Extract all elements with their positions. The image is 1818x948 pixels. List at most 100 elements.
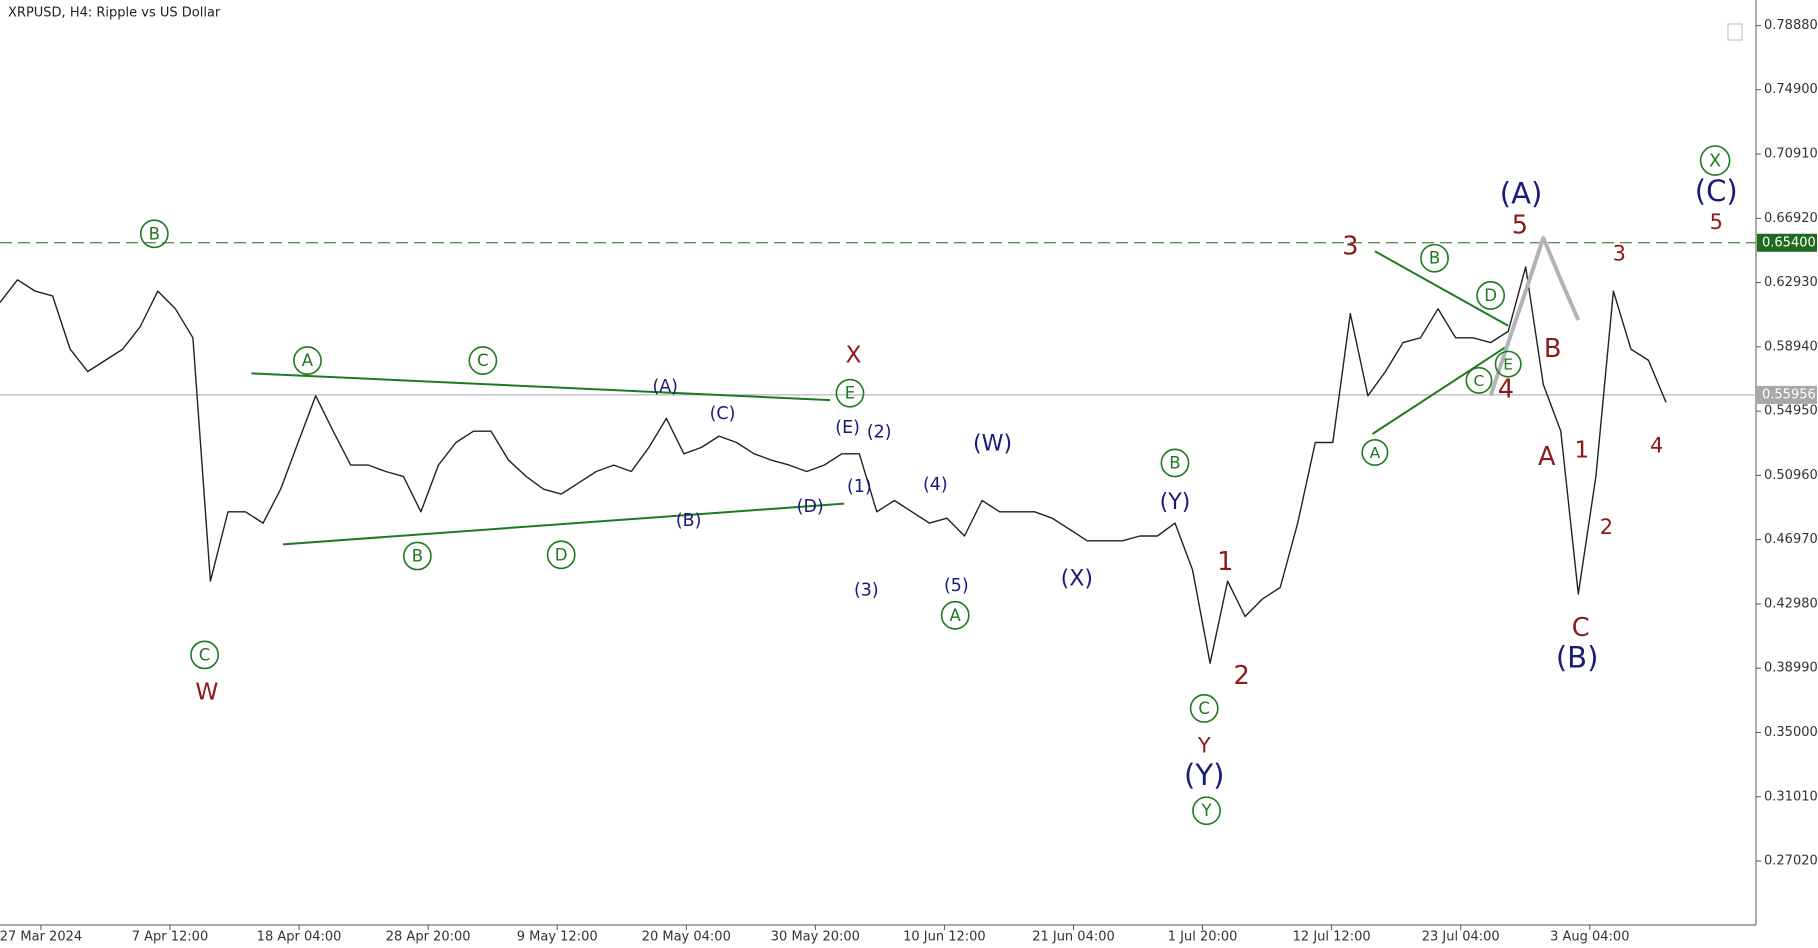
x-tick-label: 30 May 20:00 [771,930,860,945]
wave-label: A [950,606,962,625]
wave-label: (B) [1556,640,1599,674]
wave-label-circle [1494,350,1522,378]
wave-label: E [845,384,855,403]
wave-label: (C) [710,404,736,424]
wave-label: B [1544,334,1562,364]
wave-label: B [412,547,423,566]
wave-label: (W) [973,431,1012,457]
y-tick-label: 0.70910 [1764,147,1818,162]
wave-label-circle [1465,366,1493,394]
wave-label: (E) [835,418,860,438]
trend-line [1372,344,1509,435]
wave-label: X [1709,152,1721,172]
y-tick-label: 0.27020 [1764,854,1818,869]
x-tick-label: 18 Apr 04:00 [257,930,342,945]
wave-label: C [1198,699,1210,718]
x-tick-label: 1 Jul 20:00 [1168,930,1238,945]
wave-label-circle [1189,693,1219,723]
wave-label: C [477,351,489,370]
y-tick-label: 0.78880 [1764,18,1818,33]
price-level-label: 0.55956 [1762,387,1816,402]
chart-title: XRPUSD, H4: Ripple vs US Dollar [8,6,221,21]
wave-label: (3) [854,581,879,601]
x-tick-label: 12 Jul 12:00 [1293,930,1371,945]
wave-label-circle [139,219,169,249]
trend-line [251,372,831,402]
y-tick-label: 0.46970 [1764,532,1818,547]
wave-label: (Y) [1160,489,1191,515]
wave-label: (D) [797,497,824,517]
x-tick-label: 20 May 04:00 [642,930,731,945]
wave-label: (1) [847,477,872,497]
wave-label: B [1169,453,1180,472]
x-tick-label: 9 May 12:00 [517,930,598,945]
wave-label: 1 [1574,437,1589,464]
y-tick-label: 0.62930 [1764,275,1818,290]
wave-label-circle [1699,145,1731,176]
wave-label-circle [546,540,576,570]
wave-label: 4 [1650,434,1663,458]
wave-label-circle [293,346,322,375]
wave-label: 5 [1512,211,1528,241]
wave-label: (5) [944,576,969,596]
wave-label-circle [1361,438,1389,466]
wave-label: X [845,341,861,368]
wave-label-circle [190,640,220,670]
wave-label-circle [1420,243,1449,273]
y-tick-label: 0.66920 [1764,211,1818,226]
trend-line [282,502,845,546]
wave-label: C [199,645,211,664]
x-tick-label: 23 Jul 04:00 [1422,930,1500,945]
trend-line [1374,250,1509,327]
y-tick-label: 0.54950 [1764,404,1818,419]
wave-label: 5 [1710,210,1723,234]
wave-label: B [149,224,160,243]
x-tick-label: 27 Mar 2024 [0,930,82,945]
x-tick-label: 28 Apr 20:00 [386,930,471,945]
wave-label: (B) [676,511,702,531]
wave-label: (4) [923,475,948,495]
wave-label-circle [940,600,970,630]
wave-label: C [1572,613,1590,643]
wave-label-circle [1476,281,1506,310]
wave-label: 3 [1342,232,1358,262]
price-level-box [1757,233,1817,252]
wave-label: A [1370,444,1381,462]
wave-label: Y [1197,734,1211,758]
y-tick-label: 0.74900 [1764,82,1818,97]
wave-label: D [1484,286,1497,305]
wave-label: (2) [867,423,892,443]
price-level-label: 0.65400 [1762,235,1816,250]
wave-label: (C) [1695,174,1738,208]
y-tick-label: 0.50960 [1764,468,1818,483]
y-tick-label: 0.38990 [1764,661,1818,676]
wave-label: C [1474,372,1485,390]
wave-label: (X) [1061,566,1093,592]
y-tick-label: 0.35000 [1764,725,1818,740]
wave-label-circle [835,378,865,408]
wave-label: A [1538,442,1556,472]
wave-label: 2 [1600,515,1613,539]
scroll-toggle[interactable] [1727,23,1743,41]
wave-label-circle [402,541,432,571]
price-line [0,266,1667,664]
x-tick-label: 21 Jun 04:00 [1032,930,1115,945]
x-tick-label: 3 Aug 04:00 [1550,930,1629,945]
wave-label-circle [1192,796,1221,826]
wave-label: Y [1200,801,1212,820]
y-tick-label: 0.42980 [1764,596,1818,611]
wave-label: 1 [1217,547,1233,577]
wave-label: 3 [1613,242,1626,266]
wave-label: 4 [1498,375,1514,405]
wave-label-circle [468,346,498,375]
wave-label: A [302,351,314,370]
wave-label: (A) [652,377,678,397]
wave-label: D [555,545,568,564]
y-tick-label: 0.58940 [1764,339,1818,354]
price-level-box [1757,385,1817,404]
wave-label: (Y) [1184,758,1224,792]
wave-label: W [195,679,218,706]
x-tick-label: 10 Jun 12:00 [903,930,986,945]
